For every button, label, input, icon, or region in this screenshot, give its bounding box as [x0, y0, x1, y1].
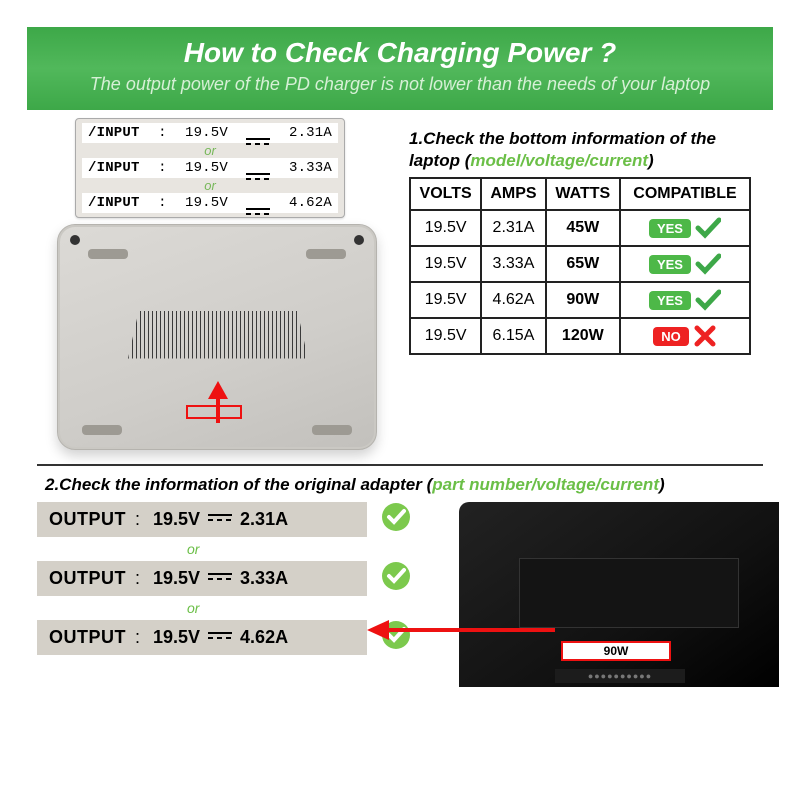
adapter-watt-label: 90W: [561, 641, 671, 661]
step2-suffix: ): [659, 475, 665, 494]
output-row: OUTPUT:19.5V 3.33A: [37, 561, 457, 596]
output-box: OUTPUT:19.5V 2.31A: [37, 502, 367, 537]
dc-icon: [208, 509, 232, 530]
or-label: or: [82, 178, 338, 193]
yes-badge: YES: [649, 255, 691, 274]
table-row: 19.5V4.62A90WYES: [410, 282, 750, 318]
output-row: OUTPUT:19.5V 4.62A: [37, 620, 457, 655]
step2-text: 2.Check the information of the original …: [45, 474, 763, 497]
step1-text: 1.Check the bottom information of the la…: [409, 128, 763, 174]
arrow-up-icon: [208, 381, 228, 399]
cross-icon: [693, 325, 717, 347]
check-icon: [695, 289, 721, 311]
output-row: OUTPUT:19.5V 2.31A: [37, 502, 457, 537]
step1-hint: model/voltage/current: [470, 151, 648, 170]
th-watts: WATTS: [546, 178, 620, 210]
th-volts: VOLTS: [410, 178, 481, 210]
arrow-left-icon: [367, 620, 389, 640]
th-amps: AMPS: [481, 178, 545, 210]
check-circle-icon: [381, 502, 411, 537]
laptop-section: /INPUT : 19.5V 2.31A or /INPUT : 19.5V 3…: [37, 118, 397, 450]
yes-badge: YES: [649, 219, 691, 238]
th-compatible: COMPATIBLE: [620, 178, 750, 210]
laptop-bottom-illustration: [57, 224, 377, 450]
table-row: 19.5V3.33A65WYES: [410, 246, 750, 282]
header-title: How to Check Charging Power ?: [47, 37, 753, 69]
or-label: or: [37, 596, 457, 620]
input-volts: 19.5V: [185, 125, 228, 141]
step2-hint: part number/voltage/current: [432, 475, 659, 494]
input-label: /INPUT: [88, 160, 140, 176]
output-box: OUTPUT:19.5V 3.33A: [37, 561, 367, 596]
compatibility-table: VOLTS AMPS WATTS COMPATIBLE 19.5V2.31A45…: [409, 177, 751, 355]
check-icon: [695, 217, 721, 239]
header-banner: How to Check Charging Power ? The output…: [27, 27, 773, 110]
input-row: /INPUT : 19.5V 2.31A: [82, 123, 338, 143]
step2-prefix: 2.Check the information of the original …: [45, 475, 432, 494]
label-highlight-icon: [186, 405, 242, 419]
table-row: 19.5V6.15A120WNO: [410, 318, 750, 354]
input-volts: 19.5V: [185, 160, 228, 176]
input-amps: 3.33A: [289, 160, 332, 176]
check-circle-icon: [381, 561, 411, 596]
header-subtitle: The output power of the PD charger is no…: [47, 73, 753, 96]
input-volts: 19.5V: [185, 195, 228, 211]
input-amps: 4.62A: [289, 195, 332, 211]
input-label: /INPUT: [88, 195, 140, 211]
input-row: /INPUT : 19.5V 3.33A: [82, 158, 338, 178]
check-icon: [695, 253, 721, 275]
yes-badge: YES: [649, 291, 691, 310]
or-label: or: [37, 537, 457, 561]
input-amps: 2.31A: [289, 125, 332, 141]
step1-suffix: ): [648, 151, 654, 170]
output-list: OUTPUT:19.5V 2.31AorOUTPUT:19.5V 3.33Aor…: [37, 502, 457, 655]
input-label: /INPUT: [88, 125, 140, 141]
dc-icon: [208, 568, 232, 589]
input-row: /INPUT : 19.5V 4.62A: [82, 193, 338, 213]
adapter-illustration: 90W ●●●●●●●●●●: [459, 502, 779, 687]
no-badge: NO: [653, 327, 689, 346]
output-box: OUTPUT:19.5V 4.62A: [37, 620, 367, 655]
dc-icon: [208, 627, 232, 648]
input-callout: /INPUT : 19.5V 2.31A or /INPUT : 19.5V 3…: [75, 118, 345, 218]
divider: [37, 464, 763, 466]
or-label: or: [82, 143, 338, 158]
table-row: 19.5V2.31A45WYES: [410, 210, 750, 246]
